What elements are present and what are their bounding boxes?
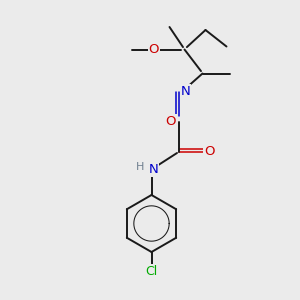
Text: N: N bbox=[149, 163, 159, 176]
Text: H: H bbox=[136, 162, 144, 172]
Text: O: O bbox=[149, 43, 159, 56]
Text: N: N bbox=[181, 85, 190, 98]
Text: O: O bbox=[166, 115, 176, 128]
Text: O: O bbox=[204, 145, 214, 158]
Text: Cl: Cl bbox=[146, 265, 158, 278]
